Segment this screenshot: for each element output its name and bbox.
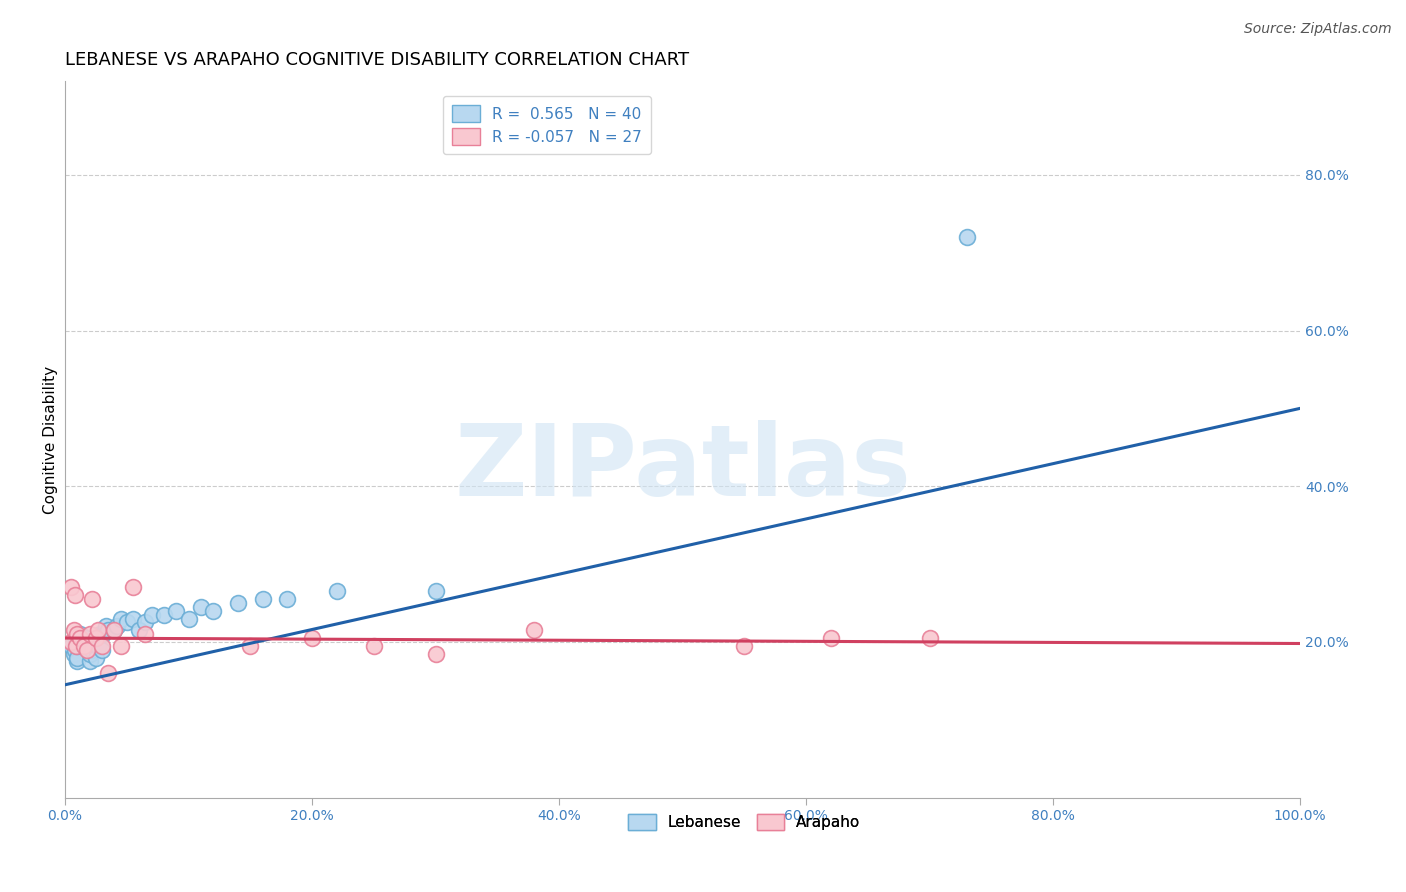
Point xyxy=(72,635,94,649)
Point xyxy=(62,624,84,638)
Point xyxy=(97,624,120,638)
Point xyxy=(84,650,107,665)
Point xyxy=(79,654,101,668)
Point xyxy=(69,631,91,645)
Point xyxy=(425,647,447,661)
Point xyxy=(115,615,138,630)
Point xyxy=(79,647,101,661)
Point xyxy=(363,639,385,653)
Point xyxy=(79,627,101,641)
Point xyxy=(252,592,274,607)
Point xyxy=(239,639,262,653)
Point xyxy=(91,642,114,657)
Text: Source: ZipAtlas.com: Source: ZipAtlas.com xyxy=(1244,22,1392,37)
Point xyxy=(60,581,83,595)
Point xyxy=(134,615,156,630)
Text: ZIPatlas: ZIPatlas xyxy=(454,419,911,516)
Point xyxy=(276,592,298,607)
Point xyxy=(190,599,212,614)
Point xyxy=(153,607,176,622)
Point xyxy=(122,581,145,595)
Point xyxy=(87,624,110,638)
Y-axis label: Cognitive Disability: Cognitive Disability xyxy=(44,366,58,514)
Point xyxy=(103,624,125,638)
Point xyxy=(141,607,163,622)
Point xyxy=(128,624,150,638)
Point xyxy=(66,650,89,665)
Point xyxy=(89,627,111,641)
Point xyxy=(165,604,187,618)
Point xyxy=(84,631,107,645)
Point xyxy=(72,639,94,653)
Point xyxy=(103,624,125,638)
Point xyxy=(93,627,115,641)
Point xyxy=(66,639,89,653)
Point xyxy=(69,627,91,641)
Point xyxy=(97,666,120,681)
Point xyxy=(918,631,941,645)
Point xyxy=(105,619,128,633)
Point xyxy=(82,592,104,607)
Text: LEBANESE VS ARAPAHO COGNITIVE DISABILITY CORRELATION CHART: LEBANESE VS ARAPAHO COGNITIVE DISABILITY… xyxy=(65,51,689,69)
Point xyxy=(226,596,249,610)
Point xyxy=(523,624,546,638)
Point xyxy=(91,639,114,653)
Point xyxy=(63,642,86,657)
Point xyxy=(202,604,225,618)
Point xyxy=(60,639,83,653)
Point xyxy=(956,230,979,244)
Point xyxy=(87,639,110,653)
Point xyxy=(94,619,117,633)
Point xyxy=(66,654,89,668)
Point xyxy=(122,611,145,625)
Point xyxy=(134,627,156,641)
Point xyxy=(60,635,83,649)
Point xyxy=(110,639,132,653)
Legend: Lebanese, Arapaho: Lebanese, Arapaho xyxy=(621,808,866,837)
Point xyxy=(733,639,755,653)
Point xyxy=(76,642,98,657)
Point xyxy=(110,611,132,625)
Point xyxy=(63,588,86,602)
Point xyxy=(82,642,104,657)
Point xyxy=(62,647,84,661)
Point xyxy=(326,584,349,599)
Point xyxy=(66,627,89,641)
Point xyxy=(77,642,100,657)
Point xyxy=(65,635,87,649)
Point xyxy=(425,584,447,599)
Point xyxy=(820,631,842,645)
Point xyxy=(177,611,200,625)
Point xyxy=(301,631,323,645)
Point xyxy=(65,639,87,653)
Point xyxy=(75,631,97,645)
